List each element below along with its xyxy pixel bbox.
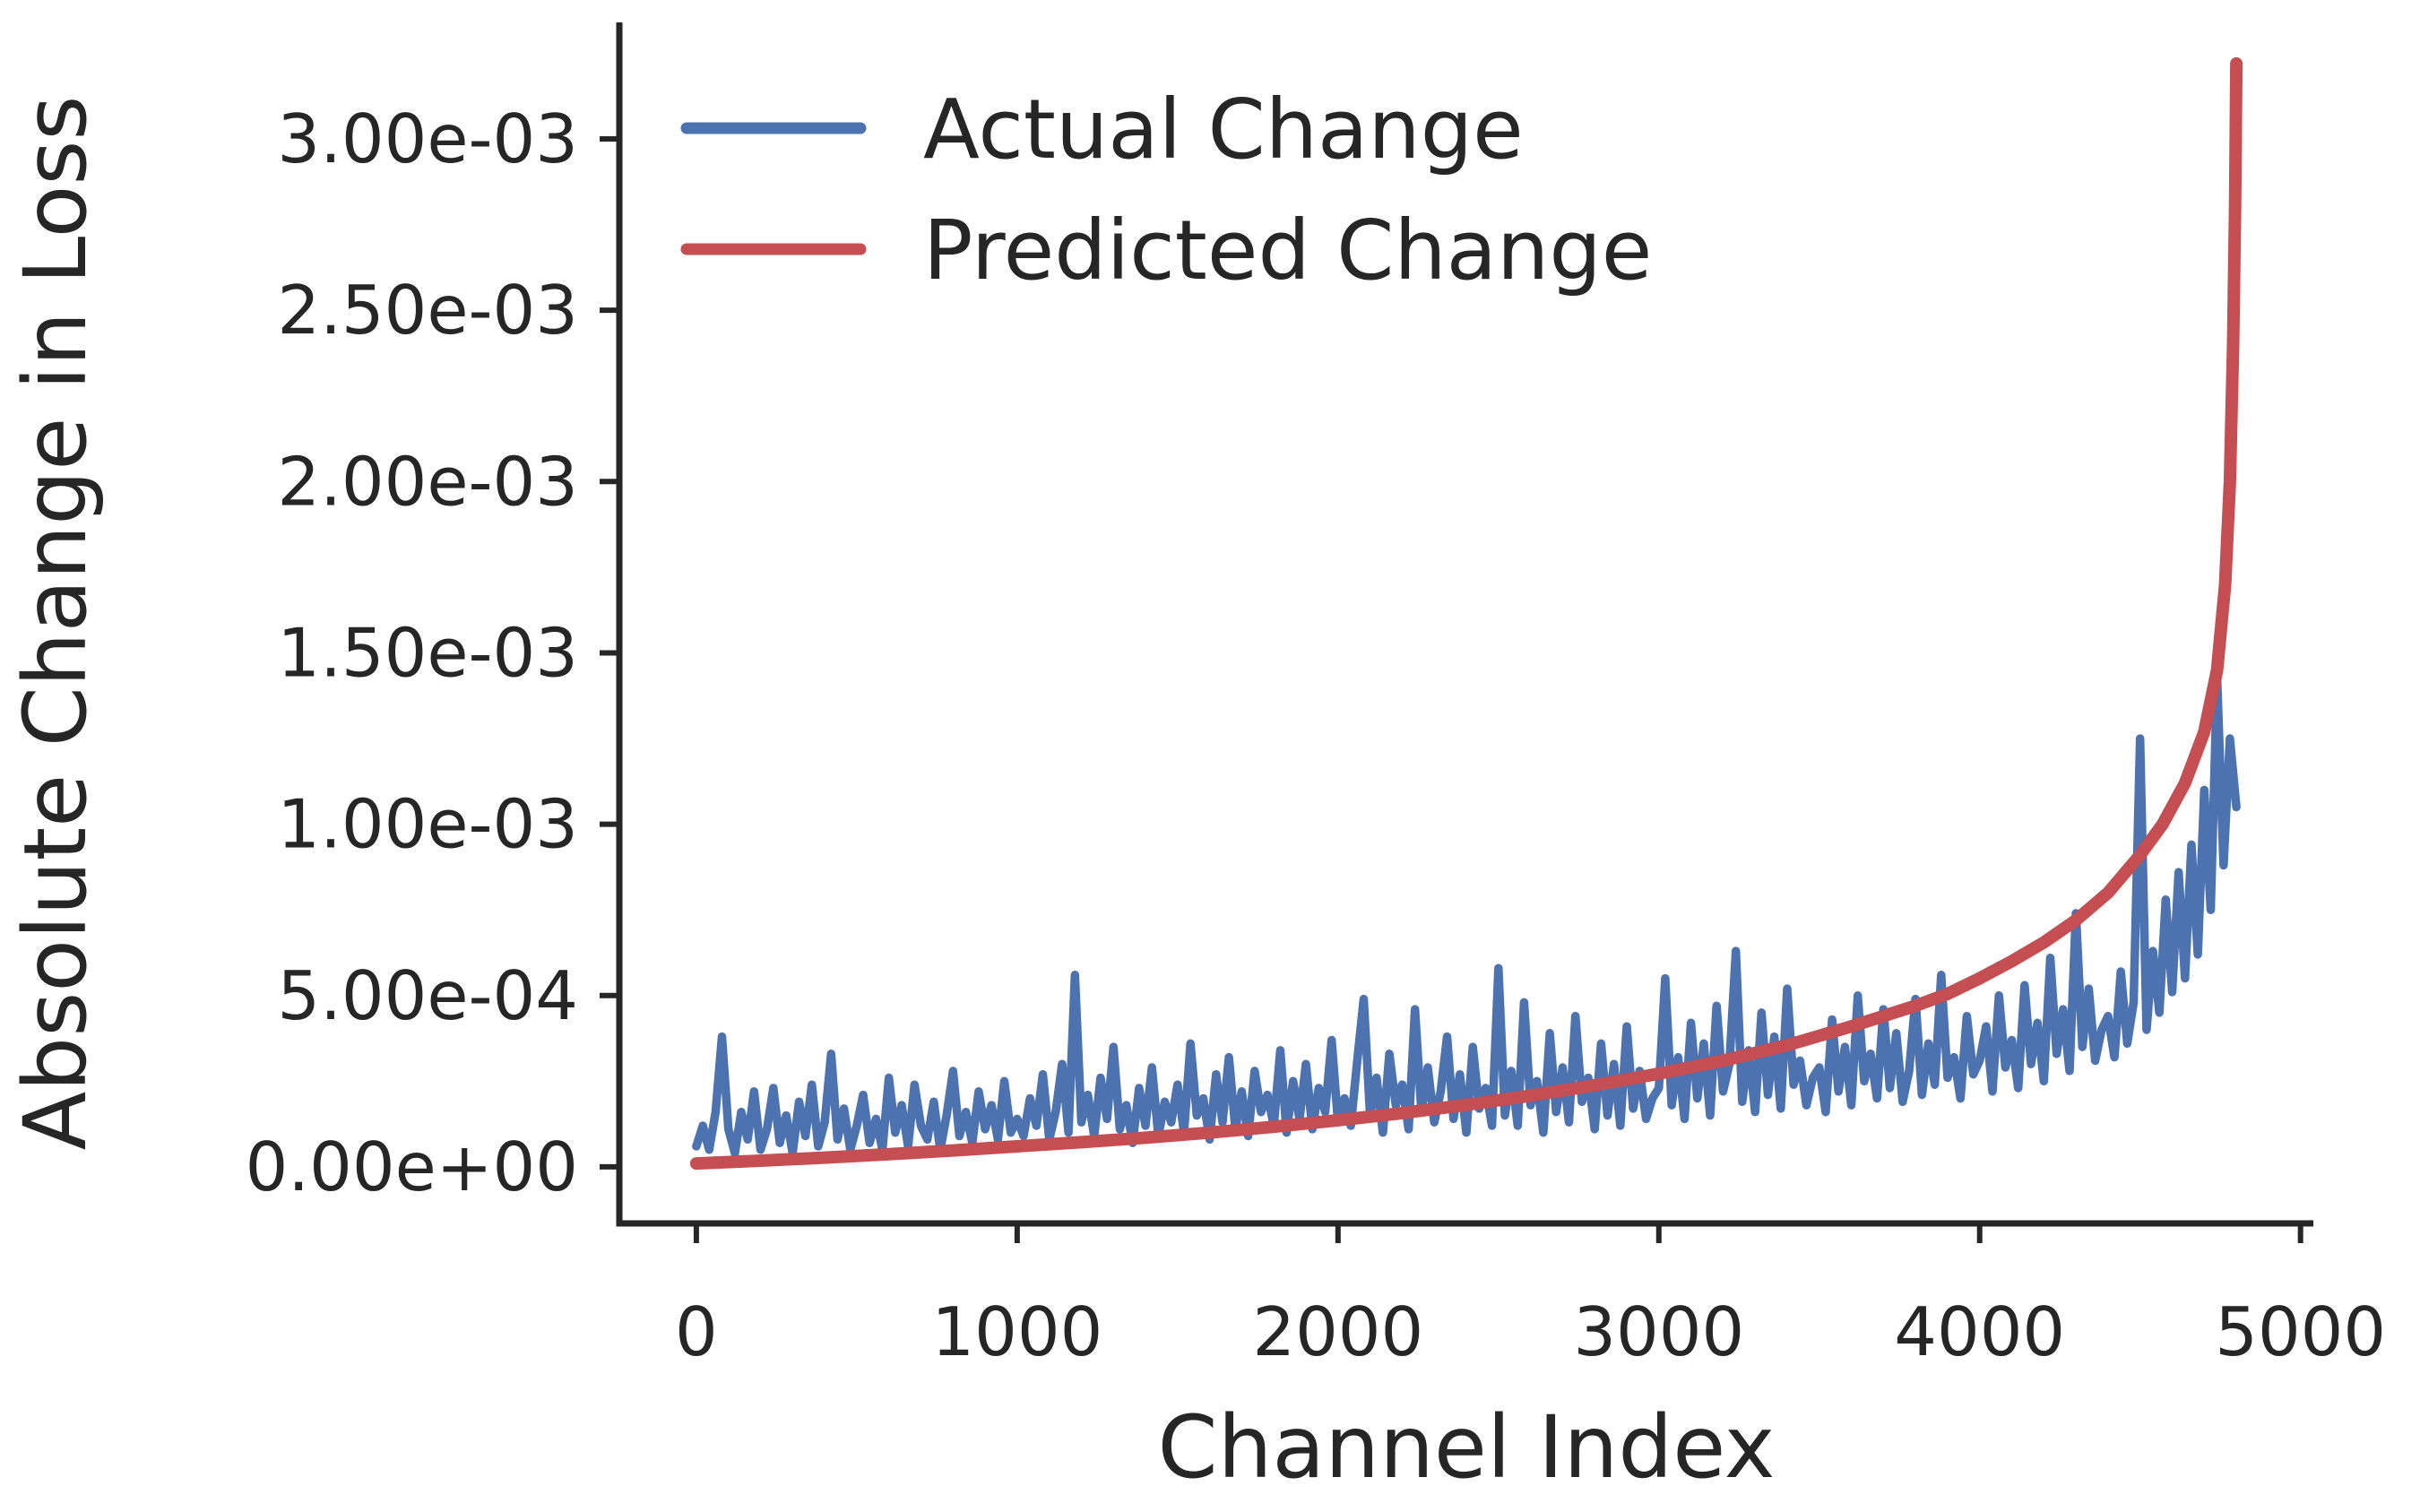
y-tick-label: 0.00e+00	[246, 1128, 578, 1206]
series-predicted-change-line	[689, 56, 2243, 1171]
y-tick-label: 2.50e-03	[277, 271, 578, 350]
x-axis-title: Channel Index	[1158, 1397, 1776, 1498]
y-axis-title: Absolute Change in Loss	[5, 96, 106, 1151]
x-tick-label: 4000	[1894, 1292, 2065, 1371]
x-tick-label: 0	[675, 1292, 718, 1371]
y-tick-label: 1.50e-03	[277, 613, 578, 692]
x-tick-label: 5000	[2215, 1292, 2386, 1371]
y-tick-label: 1.00e-03	[277, 785, 578, 864]
y-tick-label: 5.00e-04	[277, 956, 578, 1035]
y-tick-label: 2.00e-03	[277, 442, 578, 521]
legend-label-predicted-change: Predicted Change	[923, 203, 1652, 298]
x-tick-label: 3000	[1573, 1292, 1744, 1371]
y-tick-label: 3.00e-03	[277, 99, 578, 178]
legend-label-actual-change: Actual Change	[923, 82, 1524, 177]
x-tick-label: 1000	[931, 1292, 1102, 1371]
series-actual-change-line	[692, 672, 2241, 1158]
x-tick-label: 2000	[1252, 1292, 1423, 1371]
